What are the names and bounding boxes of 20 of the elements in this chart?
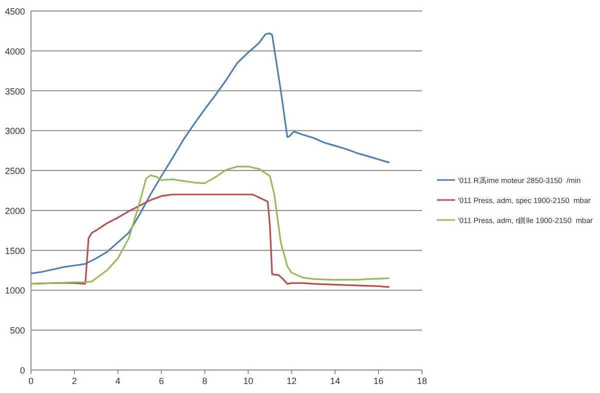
y-tick-label: 4000 [4,46,25,56]
x-tick-label: 12 [286,376,297,386]
y-tick-label: 0 [20,366,25,376]
y-tick-label: 4500 [4,6,25,16]
x-tick-label: 0 [28,376,34,386]
y-tick-label: 3000 [4,126,25,136]
x-tick-label: 4 [115,376,120,386]
x-tick-label: 14 [330,376,340,386]
y-tick-label: 1500 [4,246,25,256]
y-tick-label: 2500 [4,166,25,176]
x-tick-label: 16 [374,376,384,386]
x-tick-label: 10 [243,376,254,386]
x-tick-label: 6 [158,376,164,386]
x-tick-label: 18 [416,376,428,386]
y-tick-label: 2000 [4,206,25,216]
y-tick-label: 500 [10,326,25,336]
y-tick-label: 3500 [4,86,25,96]
x-tick-label: 2 [72,376,77,386]
y-tick-label: 1000 [4,286,25,296]
x-tick-label: 8 [202,376,208,386]
